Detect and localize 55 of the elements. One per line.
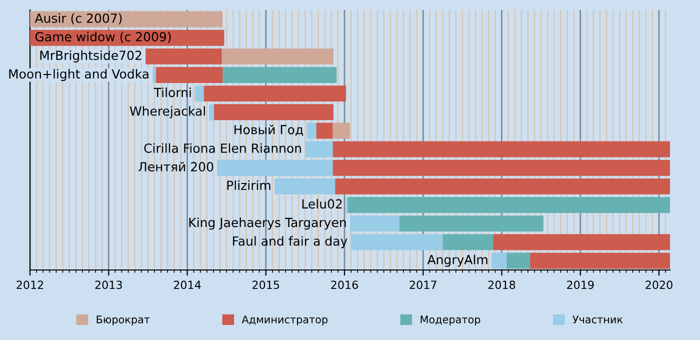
y-tick-label: Faul and fair a day <box>233 236 348 248</box>
bar <box>204 86 346 102</box>
y-tick-label: Game widow (с 2009) <box>35 32 171 43</box>
bar <box>222 48 334 64</box>
y-tick-label: Cirilla Fiona Elen Riannon <box>144 143 301 153</box>
y-tick-label: Новый Год <box>234 124 303 136</box>
y-tick-label: Ausir (с 2007) <box>34 13 122 24</box>
bar <box>335 178 670 194</box>
bar <box>493 234 670 250</box>
x-tick-label: 2013 <box>95 280 122 290</box>
bar <box>332 160 670 176</box>
bar <box>209 104 214 120</box>
legend-label: Модератор <box>420 316 480 326</box>
bar <box>305 141 333 158</box>
y-tick-label: AngryAlm <box>427 254 488 267</box>
bar <box>506 252 530 269</box>
x-tick-label: 2016 <box>331 280 358 290</box>
y-tick-label: Tilorni <box>154 88 191 98</box>
bar <box>492 252 506 269</box>
y-tick-label: Moon+light and Vodka <box>9 68 148 82</box>
y-tick-label: MrBrightside702 <box>40 50 142 62</box>
x-tick-label: 2012 <box>16 280 44 290</box>
bar <box>350 234 443 250</box>
legend-label: Участник <box>572 316 623 324</box>
bar <box>146 48 222 64</box>
bar <box>400 216 544 232</box>
bar <box>306 122 316 139</box>
x-tick-label: 2017 <box>410 280 436 290</box>
bar <box>156 67 223 83</box>
bar <box>274 178 336 194</box>
legend-label: Бюрократ <box>96 316 150 326</box>
y-tick-label: Wherejackal <box>130 106 205 118</box>
bar <box>530 252 670 269</box>
bar <box>222 67 337 83</box>
bar <box>350 216 400 232</box>
y-tick-label: Plizirim <box>227 180 270 190</box>
bar <box>195 86 204 102</box>
bar <box>442 234 494 250</box>
x-tick-label: 2014 <box>174 280 201 290</box>
bar <box>332 141 670 158</box>
bar <box>152 67 156 83</box>
x-tick-label: 2019 <box>567 280 594 290</box>
bar <box>348 197 670 213</box>
y-tick-label: Lelu02 <box>302 198 342 209</box>
bar <box>214 104 334 120</box>
bar <box>332 122 350 139</box>
x-tick-label: 2018 <box>488 280 516 290</box>
x-tick-label: 2015 <box>252 280 280 290</box>
legend-label: Администратор <box>242 316 328 326</box>
x-tick-label: 2020 <box>646 280 672 290</box>
y-tick-label: Лентяй 200 <box>138 162 214 172</box>
bar <box>217 160 333 176</box>
y-tick-label: King Jaehaerys Targaryen <box>189 218 346 230</box>
bar <box>30 11 223 28</box>
bar <box>316 122 333 139</box>
